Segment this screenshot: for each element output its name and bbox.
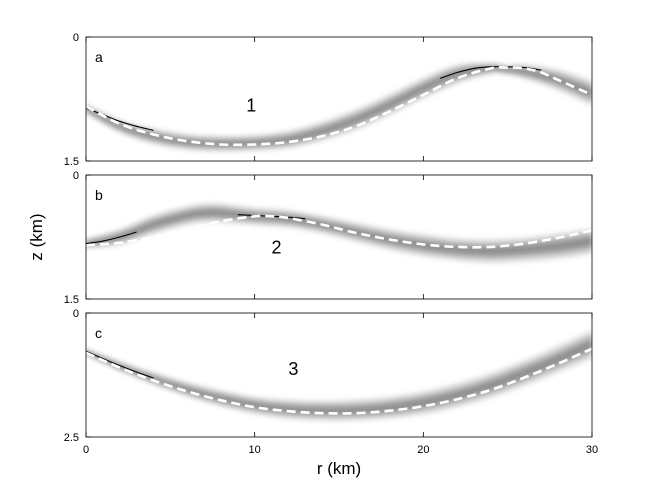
panel-a: a 1 0 1.5 xyxy=(64,32,593,168)
panel-b-plot-area xyxy=(86,202,592,264)
curve-1-label: 1 xyxy=(246,95,256,115)
y-axis-label: z (km) xyxy=(27,213,46,260)
beam-a-layer-3 xyxy=(86,66,592,147)
beam-b-layer-3 xyxy=(86,209,592,255)
x-tick-labels: 0 10 20 30 xyxy=(83,444,598,456)
beam-c-layer-3 xyxy=(86,340,592,414)
dashed-line-a xyxy=(86,66,592,147)
panel-a-y-tick-label-bottom: 1.5 xyxy=(64,156,79,168)
panel-b-y-tick-label-bottom: 1.5 xyxy=(64,294,79,306)
x-tick-label-0: 0 xyxy=(83,444,89,456)
panel-a-ticks xyxy=(85,36,593,162)
panel-a-frame xyxy=(85,36,593,162)
panel-c: c 3 0 2.5 xyxy=(64,308,593,444)
ray-line-a-0 xyxy=(86,107,154,131)
panel-b-ticks xyxy=(85,174,593,300)
curve-3-label: 3 xyxy=(288,359,298,379)
panel-a-letter: a xyxy=(95,49,103,65)
x-tick-label-30: 30 xyxy=(586,444,598,456)
ray-line-a-1 xyxy=(440,66,542,79)
curve-2-label: 2 xyxy=(272,238,282,258)
panel-b-letter: b xyxy=(95,187,103,203)
panel-c-y-tick-label-top: 0 xyxy=(73,308,79,320)
panel-c-ticks xyxy=(85,312,593,438)
dashed-line-c xyxy=(86,347,592,415)
beam-b-layer-2 xyxy=(86,207,592,258)
panel-a-y-tick-label-top: 0 xyxy=(73,32,79,44)
panel-b-y-tick-label-top: 0 xyxy=(73,170,79,182)
x-tick-label-20: 20 xyxy=(417,444,429,456)
panel-b: b 2 0 1.5 xyxy=(64,170,593,306)
x-tick-label-10: 10 xyxy=(249,444,261,456)
panel-b-frame xyxy=(85,174,593,300)
panel-c-plot-area xyxy=(86,329,592,422)
panel-c-frame xyxy=(85,312,593,438)
x-axis-label: r (km) xyxy=(317,459,361,478)
ray-line-c-0 xyxy=(86,350,154,379)
panel-c-y-tick-label-bottom: 2.5 xyxy=(64,432,79,444)
panel-c-letter: c xyxy=(95,325,102,341)
dashed-line-b xyxy=(86,214,592,249)
panel-a-plot-area xyxy=(86,62,592,152)
ray-line-b-0 xyxy=(86,231,137,245)
